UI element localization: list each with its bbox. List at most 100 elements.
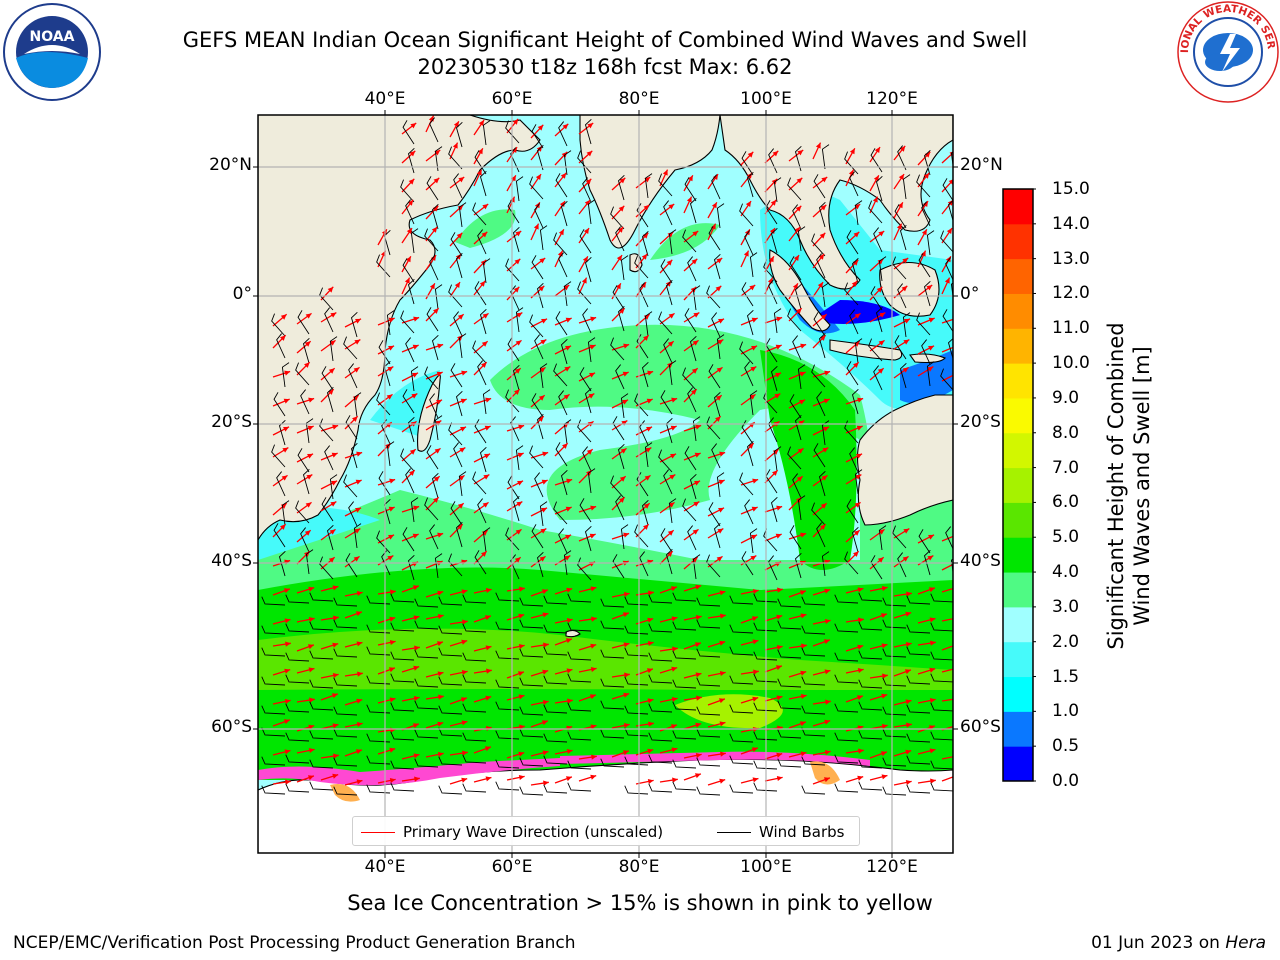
wind-barb [414,678,439,688]
wave-direction-arrowhead [413,505,420,511]
wave-direction-arrowhead [565,638,572,644]
wave-direction-arrowhead [542,451,549,457]
wave-direction-arrowhead [821,176,828,183]
wind-barb [285,783,310,793]
colorbar-label: 0.0 [1052,771,1080,791]
wave-direction-arrowhead [800,670,807,676]
wind-barb [285,754,310,764]
lon-tick-bottom-60e: 60°E [491,857,533,877]
wave-direction-arrowhead [857,644,864,650]
wind-barb [407,278,415,305]
wind-barb [668,360,677,386]
wind-barb [648,732,673,742]
wind-barb [600,729,625,739]
wave-direction-arrow [941,698,953,702]
wave-direction-arrowhead [953,586,959,591]
wind-barb [543,755,568,765]
wind-barb [424,366,439,390]
wind-barb [854,469,863,495]
wind-barb [713,522,721,549]
wind-barb [261,647,286,657]
wind-barb [610,337,625,361]
wind-barb [529,176,544,200]
wind-barb [271,444,286,468]
wind-barb [600,598,625,608]
wave-direction-arrowhead [904,318,911,324]
wind-barb [940,230,953,253]
wind-barb [519,597,544,607]
wave-direction-arrowhead [353,367,360,373]
wave-direction-arrowhead [623,591,630,598]
wave-direction-arrowhead [414,776,420,782]
wave-direction-arrowhead [328,557,335,563]
wave-direction-arrowhead [623,692,630,698]
wave-direction-arrowhead [280,503,287,509]
wind-barb [458,471,467,497]
wind-barb [624,596,649,606]
wind-barb [563,550,572,576]
wave-direction-arrowhead [953,724,959,729]
colorbar-ticks [1033,188,1036,782]
wind-barb [261,756,286,766]
wave-direction-arrowhead [776,505,783,511]
wind-barb [689,335,697,362]
wind-barb [753,760,778,770]
wave-direction-arrowhead [644,475,651,481]
colorbar-cell [1003,189,1033,225]
wind-barb [792,204,802,230]
wind-barb [479,308,487,335]
wind-barb [834,754,859,764]
wind-barb [386,310,395,336]
wind-barb [543,733,568,743]
wave-direction-arrowhead [906,722,912,728]
wind-barb [390,760,415,770]
wind-barb [285,674,310,684]
wave-direction-arrowhead [564,555,571,561]
wind-barb [326,524,334,551]
wave-band-6m [675,694,783,729]
wind-barb [849,309,859,335]
wind-barb [324,307,334,333]
wave-direction-arrowhead [800,532,807,538]
wave-direction-arrowhead [929,617,936,623]
colorbar-label: 7.0 [1052,457,1080,478]
wind-barb [510,147,520,173]
wave-direction-arrowhead [646,398,653,404]
wave-direction-arrowhead [645,447,652,453]
wind-barb [813,312,826,337]
wave-direction-arrowhead [954,754,960,759]
wind-barb [450,363,463,388]
wave-direction-arrowhead [619,308,625,314]
wave-direction-arrowhead [585,178,592,185]
wave-direction-arrowhead [825,699,831,705]
wind-barb [801,625,826,635]
wave-direction-arrowhead [719,590,726,596]
wind-barb [684,308,697,333]
wave-direction-arrowhead [772,470,778,476]
wind-barb [773,177,782,203]
wind-barb [851,257,859,284]
wave-direction-arrowhead [695,584,702,590]
wave-direction-arrowhead [929,748,936,754]
wind-barb [844,151,859,175]
wind-barb [462,674,487,684]
wind-barb [945,526,953,550]
wave-direction-arrowhead [924,151,931,158]
wind-barb [744,230,754,256]
wind-barb [639,420,649,446]
wave-direction-arrowhead [284,370,291,376]
wind-barb [844,282,859,306]
wind-barb [873,365,883,391]
wave-direction-arrowhead [461,720,468,726]
wind-barb [534,334,544,360]
wind-barb [448,553,463,577]
wind-barb [834,623,859,633]
wind-barb [558,121,568,147]
wave-direction-arrowhead [406,228,413,234]
lon-tick-top-100e: 100°E [740,89,792,109]
wind-barb [462,703,487,713]
wind-barb [472,202,487,226]
wind-barb [741,420,754,445]
wind-barb [553,501,568,525]
wind-barb [851,388,859,415]
